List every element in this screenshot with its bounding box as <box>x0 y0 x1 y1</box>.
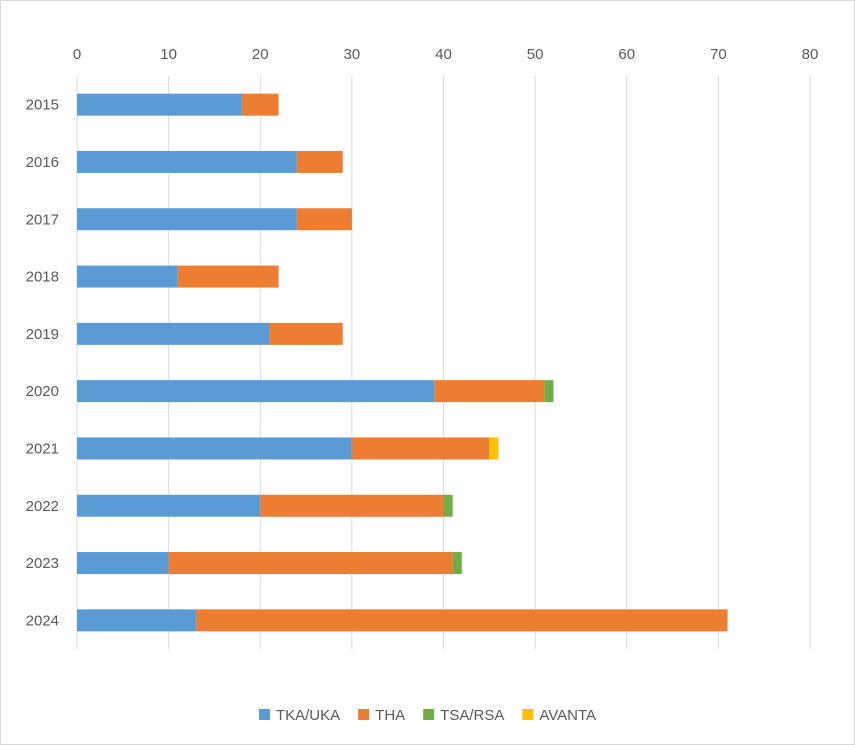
bar-2017-tha <box>296 208 352 231</box>
y-category-label-2017: 2017 <box>26 211 59 228</box>
bars <box>77 93 728 632</box>
x-axis-ticks: 0 10 20 30 40 50 60 70 80 <box>73 46 819 63</box>
bar-2022-tha <box>260 494 444 517</box>
bar-2016-tka-uka <box>77 150 297 173</box>
bar-2017-tka-uka <box>77 208 297 231</box>
bar-2023-tka-uka <box>77 552 169 575</box>
x-tick-label-0: 0 <box>73 46 81 63</box>
bar-2020-tka-uka <box>77 380 435 403</box>
x-tick-label-60: 60 <box>618 46 635 63</box>
x-tick-label-20: 20 <box>252 46 269 63</box>
y-axis-categories: 2015 2016 2017 2018 2019 2020 2021 2022 2023 2024 <box>26 97 59 630</box>
bar-2021-tha <box>351 437 490 460</box>
y-category-label-2016: 2016 <box>26 154 59 171</box>
y-category-label-2024: 2024 <box>26 612 59 629</box>
bar-2022-tka-uka <box>77 494 261 517</box>
bar-2018-tha <box>177 265 279 288</box>
y-category-label-2023: 2023 <box>26 555 59 572</box>
legend-label-tha: THA <box>375 707 405 724</box>
x-tick-label-80: 80 <box>802 46 819 63</box>
bar-2021-tka-uka <box>77 437 352 460</box>
bar-2016-tha <box>296 150 343 173</box>
y-category-label-2019: 2019 <box>26 326 59 343</box>
x-tick-label-70: 70 <box>710 46 727 63</box>
bar-2021-avanta <box>489 437 499 460</box>
y-category-label-2020: 2020 <box>26 383 59 400</box>
y-category-label-2022: 2022 <box>26 498 59 515</box>
bar-2018-tka-uka <box>77 265 178 288</box>
legend-swatch-avanta <box>522 709 534 720</box>
x-tick-label-40: 40 <box>435 46 452 63</box>
x-tick-label-30: 30 <box>344 46 361 63</box>
legend-label-tsa-rsa: TSA/RSA <box>440 707 504 724</box>
y-category-label-2018: 2018 <box>26 269 59 286</box>
bar-2023-tha <box>168 552 453 575</box>
bar-2019-tha <box>269 322 343 345</box>
bar-2023-tsa-rsa <box>452 552 462 575</box>
legend-label-tka-uka: TKA/UKA <box>276 707 340 724</box>
legend-swatch-tka-uka <box>258 709 270 720</box>
bar-2015-tha <box>241 93 279 116</box>
bar-2015-tka-uka <box>77 93 242 116</box>
bar-2024-tka-uka <box>77 609 197 632</box>
x-tick-label-10: 10 <box>160 46 177 63</box>
bar-2020-tsa-rsa <box>544 380 554 403</box>
legend: TKA/UKA THA TSA/RSA AVANTA <box>258 707 596 724</box>
bar-2024-tha <box>196 609 728 632</box>
bar-2019-tka-uka <box>77 322 270 345</box>
legend-swatch-tha <box>358 709 370 720</box>
y-category-label-2021: 2021 <box>26 440 59 457</box>
legend-label-avanta: AVANTA <box>539 707 596 724</box>
legend-swatch-tsa-rsa <box>423 709 435 720</box>
bar-2020-tha <box>434 380 545 403</box>
bar-2022-tsa-rsa <box>443 494 453 517</box>
y-category-label-2015: 2015 <box>26 97 59 114</box>
x-tick-label-50: 50 <box>527 46 544 63</box>
